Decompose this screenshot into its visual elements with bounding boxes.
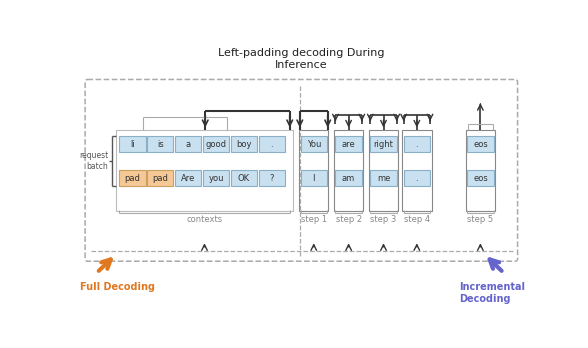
Bar	[231, 136, 257, 152]
Text: ?: ?	[270, 174, 274, 183]
Bar	[466, 130, 495, 211]
Text: a: a	[186, 140, 191, 149]
Bar	[259, 136, 285, 152]
Text: step 4: step 4	[404, 215, 430, 224]
Text: good: good	[206, 140, 226, 149]
Bar	[147, 136, 173, 152]
Text: contexts: contexts	[186, 215, 222, 224]
Text: I: I	[312, 174, 315, 183]
Text: .: .	[416, 174, 418, 183]
Text: are: are	[342, 140, 356, 149]
Bar	[335, 171, 362, 186]
Bar	[403, 136, 430, 152]
Bar	[403, 171, 430, 186]
Text: You: You	[306, 140, 321, 149]
Bar	[335, 136, 362, 152]
Bar	[467, 171, 493, 186]
Bar	[116, 130, 293, 211]
Text: li: li	[130, 140, 135, 149]
Text: is: is	[157, 140, 163, 149]
Text: step 3: step 3	[370, 215, 397, 224]
Text: am: am	[342, 174, 355, 183]
Text: .: .	[416, 140, 418, 149]
Bar	[370, 171, 397, 186]
Text: boy: boy	[236, 140, 252, 149]
Text: Left-padding decoding During
Inference: Left-padding decoding During Inference	[218, 48, 385, 70]
Text: you: you	[208, 174, 224, 183]
Bar	[467, 136, 493, 152]
Text: Incremental
Decoding: Incremental Decoding	[459, 282, 526, 303]
Bar	[334, 130, 363, 211]
Text: Are: Are	[181, 174, 195, 183]
Bar	[119, 136, 146, 152]
Text: Full Decoding: Full Decoding	[80, 282, 155, 292]
Bar	[369, 130, 398, 211]
Bar	[203, 136, 229, 152]
Bar	[300, 136, 327, 152]
Text: right: right	[373, 140, 393, 149]
Text: eos: eos	[473, 140, 488, 149]
Bar	[175, 171, 201, 186]
Text: .: .	[270, 140, 273, 149]
Bar	[402, 130, 432, 211]
Bar	[231, 171, 257, 186]
Bar	[300, 171, 327, 186]
Bar	[119, 171, 146, 186]
Bar	[175, 136, 201, 152]
Text: step 2: step 2	[336, 215, 362, 224]
Text: request
batch: request batch	[79, 151, 108, 171]
Text: me: me	[377, 174, 390, 183]
Text: eos: eos	[473, 174, 488, 183]
Bar	[203, 171, 229, 186]
Text: step 1: step 1	[300, 215, 327, 224]
Bar	[147, 171, 173, 186]
Text: step 5: step 5	[467, 215, 493, 224]
Bar	[259, 171, 285, 186]
Bar	[370, 136, 397, 152]
Text: pad: pad	[125, 174, 141, 183]
Text: OK: OK	[238, 174, 250, 183]
Bar	[299, 130, 329, 211]
Text: pad: pad	[152, 174, 168, 183]
